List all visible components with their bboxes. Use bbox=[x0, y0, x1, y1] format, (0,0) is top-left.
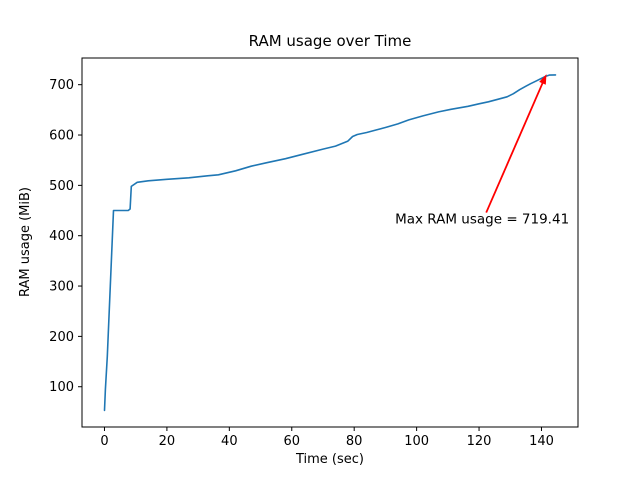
ram-usage-line bbox=[103, 74, 557, 412]
x-tick-label: 0 bbox=[100, 434, 108, 449]
x-tick-label: 140 bbox=[529, 434, 554, 449]
y-tick-label: 200 bbox=[49, 330, 74, 345]
y-tick-label: 500 bbox=[49, 179, 74, 194]
plot-area bbox=[81, 57, 579, 428]
y-axis-ticks: 100 200 300 400 500 600 700 bbox=[49, 78, 82, 395]
x-tick-label: 100 bbox=[404, 434, 429, 449]
y-tick-label: 700 bbox=[49, 78, 74, 93]
x-tick-label: 60 bbox=[283, 434, 300, 449]
y-tick-label: 400 bbox=[49, 229, 74, 244]
x-tick-label: 80 bbox=[346, 434, 363, 449]
chart-title: RAM usage over Time bbox=[249, 32, 412, 50]
x-tick-label: 120 bbox=[467, 434, 492, 449]
y-tick-label: 600 bbox=[49, 129, 74, 144]
annotation-text: Max RAM usage = 719.41 bbox=[395, 212, 569, 228]
x-axis-label: Time (sec) bbox=[295, 452, 364, 467]
x-axis-ticks: 0 20 40 60 80 100 120 140 bbox=[100, 427, 554, 449]
max-annotation: Max RAM usage = 719.41 bbox=[395, 74, 569, 228]
annotation-arrow-shaft bbox=[485, 81, 545, 213]
y-tick-label: 100 bbox=[49, 380, 74, 395]
y-tick-label: 300 bbox=[49, 280, 74, 295]
y-axis-label: RAM usage (MiB) bbox=[18, 187, 33, 297]
x-tick-label: 40 bbox=[221, 434, 238, 449]
x-tick-label: 20 bbox=[159, 434, 176, 449]
annotation-arrow-head-icon bbox=[539, 74, 547, 85]
